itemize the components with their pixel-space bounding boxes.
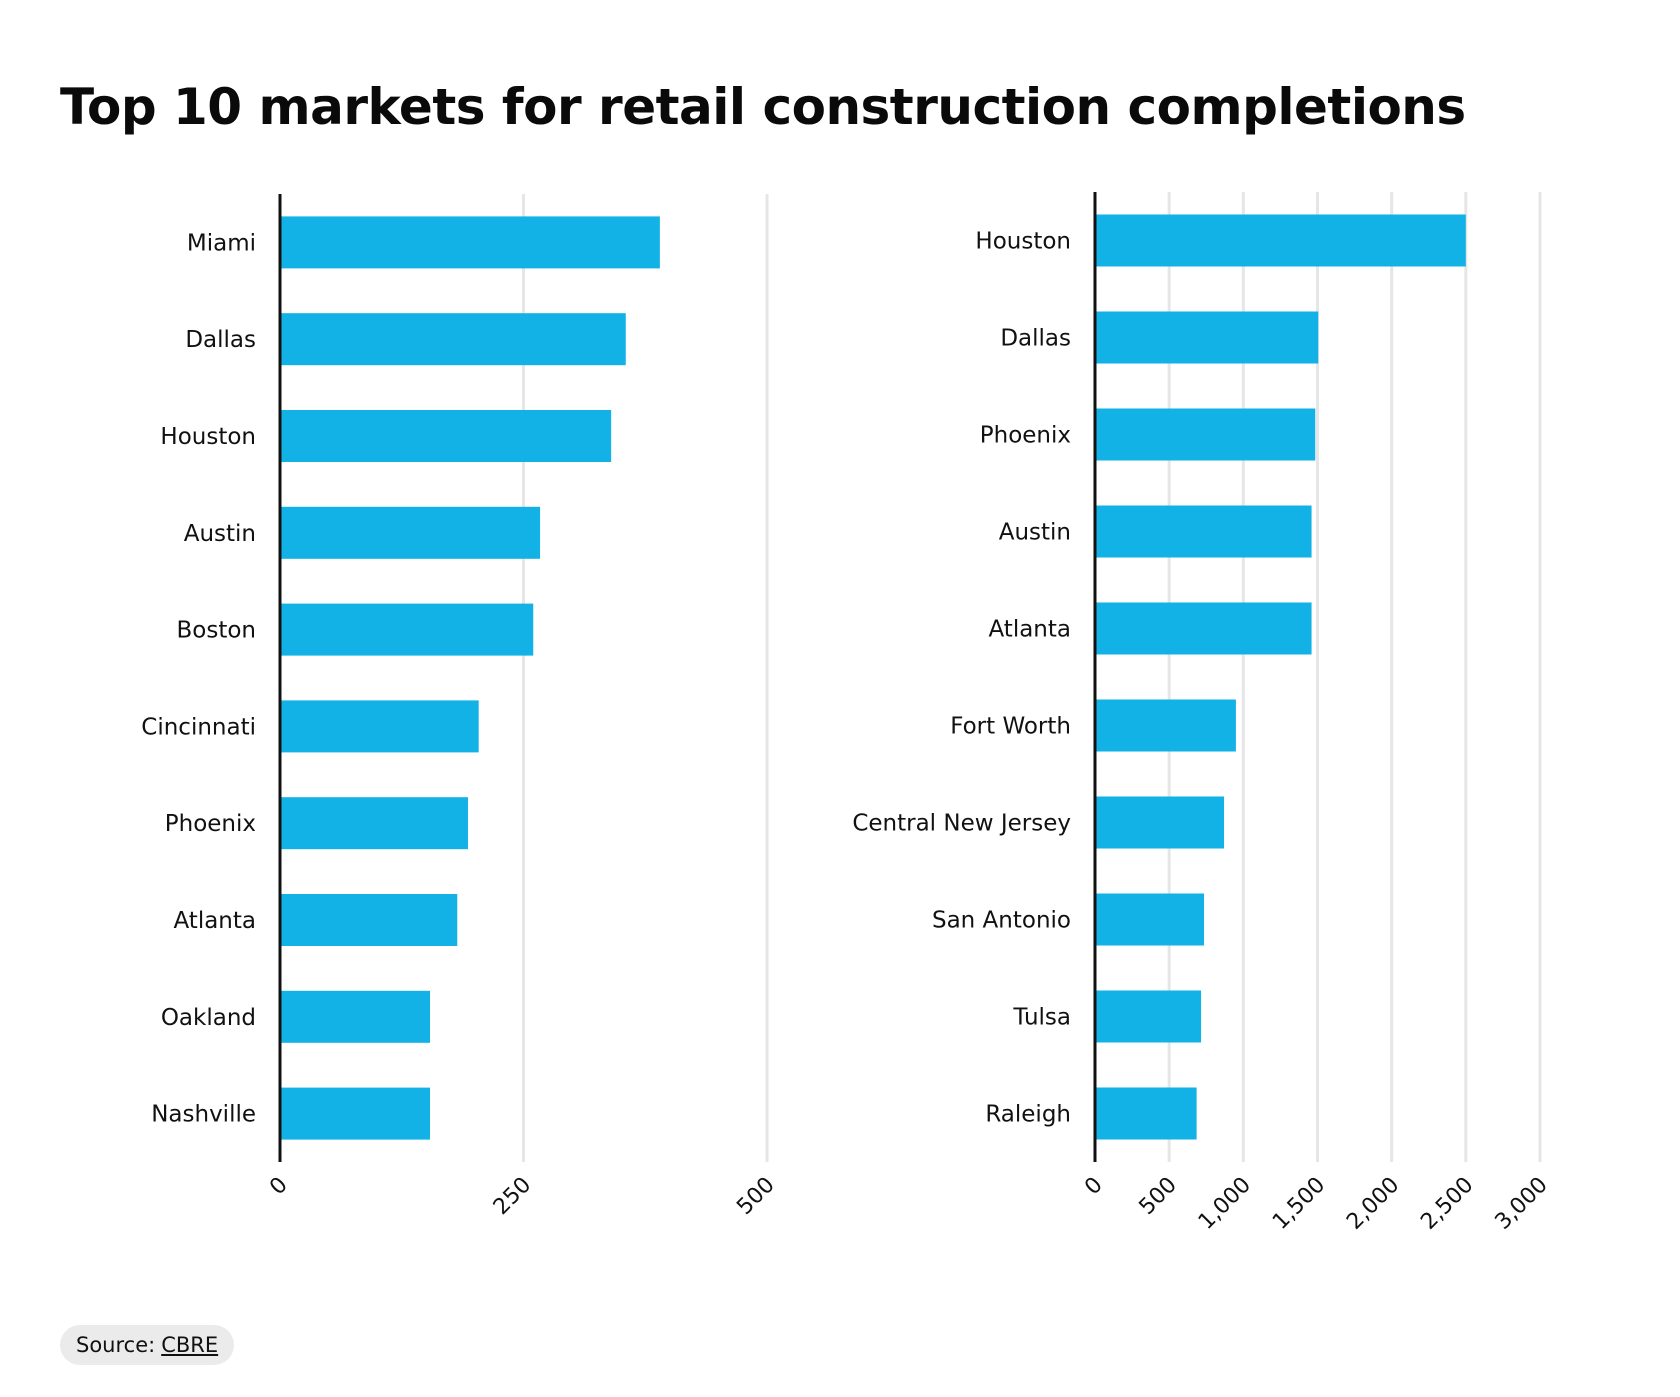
bar bbox=[280, 216, 660, 269]
category-label: Houston bbox=[160, 424, 256, 450]
category-label: Nashville bbox=[151, 1102, 256, 1128]
bar bbox=[1095, 408, 1316, 461]
x-tick-label: 1,000 bbox=[1194, 1173, 1256, 1235]
x-tick-label: 500 bbox=[1135, 1173, 1182, 1220]
category-label: Tulsa bbox=[1012, 1005, 1071, 1031]
completions-rolling-chart: Houston Dallas Phoenix Austin Atlanta Fort Wo… bbox=[852, 192, 1553, 1235]
bar bbox=[1095, 796, 1225, 849]
source-badge: Source: CBRE bbox=[60, 1325, 235, 1365]
bar bbox=[280, 1087, 430, 1140]
x-tick-label: 500 bbox=[732, 1173, 779, 1220]
category-label: Dallas bbox=[1000, 326, 1071, 352]
x-tick-label: 0 bbox=[1080, 1173, 1108, 1201]
bar bbox=[280, 313, 626, 366]
category-label: Houston bbox=[975, 229, 1071, 255]
bar bbox=[1095, 505, 1312, 558]
bar bbox=[1095, 311, 1319, 364]
bar bbox=[1095, 990, 1202, 1043]
x-tick-label: 250 bbox=[489, 1173, 536, 1220]
source-label: Source: bbox=[76, 1333, 156, 1357]
x-tick-label: 3,000 bbox=[1491, 1173, 1553, 1235]
bar bbox=[280, 506, 541, 559]
category-label: Phoenix bbox=[165, 811, 256, 837]
x-tick-label: 2,000 bbox=[1342, 1173, 1404, 1235]
category-label: Phoenix bbox=[980, 423, 1071, 449]
bar bbox=[280, 700, 479, 753]
bar bbox=[280, 603, 534, 656]
bar bbox=[1095, 1087, 1197, 1140]
category-label: Miami bbox=[187, 230, 256, 256]
category-label: Boston bbox=[176, 618, 256, 644]
bar bbox=[1095, 893, 1205, 946]
category-label: Cincinnati bbox=[141, 714, 256, 740]
category-label: Austin bbox=[184, 521, 256, 547]
bar bbox=[1095, 214, 1466, 267]
bar bbox=[280, 990, 430, 1043]
bar bbox=[280, 410, 612, 462]
bar bbox=[1095, 699, 1236, 752]
x-tick-label: 0 bbox=[265, 1173, 293, 1201]
category-label: Dallas bbox=[185, 327, 256, 353]
chart-title: Top 10 markets for retail construction c… bbox=[60, 78, 1466, 136]
x-tick-label: 1,500 bbox=[1268, 1173, 1330, 1235]
category-label: Austin bbox=[999, 520, 1071, 546]
category-label: Central New Jersey bbox=[852, 811, 1071, 837]
category-label: Oakland bbox=[161, 1005, 256, 1031]
category-label: Fort Worth bbox=[950, 714, 1071, 740]
category-label: Raleigh bbox=[985, 1102, 1071, 1128]
bar bbox=[280, 894, 458, 946]
completions-q1-chart: Miami Dallas Houston Austin Boston Cincinnati… bbox=[141, 194, 780, 1220]
bar bbox=[280, 797, 468, 850]
category-label: Atlanta bbox=[988, 617, 1071, 643]
x-tick-label: 2,500 bbox=[1416, 1173, 1478, 1235]
category-label: San Antonio bbox=[932, 908, 1071, 934]
source-link[interactable]: CBRE bbox=[161, 1333, 219, 1357]
bar bbox=[1095, 602, 1312, 655]
category-label: Atlanta bbox=[173, 908, 256, 934]
